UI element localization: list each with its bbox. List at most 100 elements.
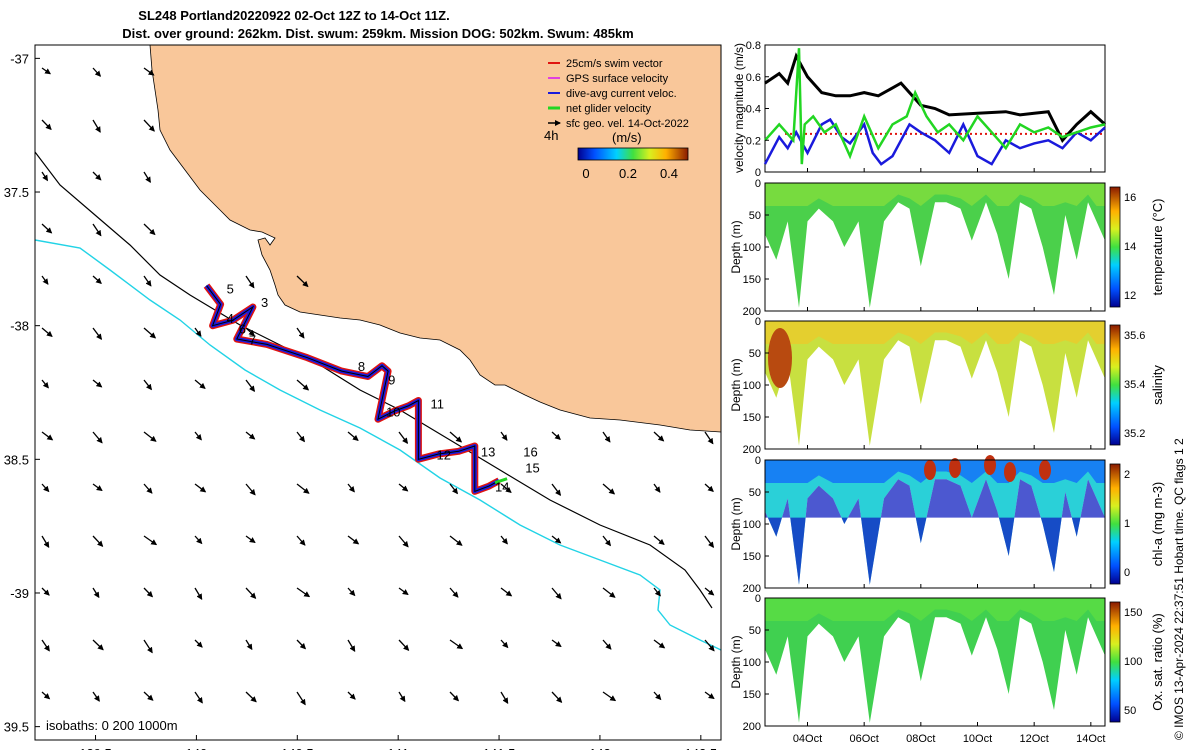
section-ytick-label: 200 [743,444,761,456]
velocity-arrow [704,691,715,700]
colorbar-label: salinity [1150,365,1165,405]
track-day-label: 4 [227,311,234,326]
colorbar-label: temperature (°C) [1150,199,1165,296]
velocity-series-line [764,52,1106,143]
velocity-arrow [41,691,51,700]
temperature-field [765,183,1105,308]
colorbar-tick-label: 16 [1124,192,1136,204]
credit-text: © IMOS 13-Apr-2024 22:37:51 Hobart time.… [1172,438,1186,740]
velocity-arrow [296,327,305,339]
velocity-ytick-label: 0.8 [746,40,761,52]
velocity-arrow [449,535,463,546]
track-day-label: 14 [495,479,509,494]
net-velocity-mark [494,477,508,485]
velocity-arrow [92,535,104,547]
section-chl-a: 0 50 100 150 200 Depth (m) 2 1 0 chl-a (mg m-3) [729,455,1165,595]
section-ytick-label: 200 [743,721,761,733]
legend-label-dive: dive-avg current veloc. [566,88,677,100]
velocity-panel: 0 0.2 0.4 0.6 0.8 velocity magnitude (m/s) [732,40,1106,179]
velocity-arrow [143,275,152,287]
track-day-label: 16 [523,445,537,460]
colorbar-tick-label: 100 [1124,656,1142,668]
velocity-arrow [194,379,206,389]
figure-title-line1: SL248 Portland20220922 02-Oct 12Z to 14-… [138,8,449,23]
chl-max-patch [924,460,936,480]
section-ytick-label: 150 [743,551,761,563]
section-ylabel: Depth (m) [729,635,743,688]
velocity-ylabel: velocity magnitude (m/s) [732,43,746,173]
velocity-arrow [245,587,257,599]
velocity-arrow [551,535,562,544]
velocity-arrow [41,119,52,131]
velocity-arrow [449,431,463,443]
colorbar-title: (m/s) [612,130,642,145]
figure-title-line2: Dist. over ground: 262km. Dist. swum: 25… [122,26,634,41]
velocity-arrow [194,431,202,441]
velocity-arrow [296,587,311,598]
velocity-arrow [246,744,252,750]
section-ytick-label: 200 [743,583,761,595]
velocity-arrow [92,639,104,651]
colorbar-tick-0: 0 [582,166,589,181]
velocity-arrow [296,639,307,650]
velocity-series [763,48,1106,166]
section-xtick-label: 12Oct [1019,733,1048,745]
velocity-arrow [41,587,50,596]
map-legend: 25cm/s swim vector GPS surface velocity … [544,58,689,181]
velocity-ytick-label: 0.4 [746,104,761,116]
track-day-label: 10 [386,405,400,420]
velocity-arrow [347,483,355,493]
velocity-arrow [143,67,155,76]
velocity-arrow [347,535,360,545]
velocity-arrow [245,483,256,496]
velocity-arrow [41,431,54,441]
chl-max-patch [949,458,961,478]
velocity-arrow [194,587,203,601]
section-ytick-label: 0 [755,593,761,605]
velocity-arrow [449,639,464,650]
velocity-arrow [602,691,617,702]
section-xtick-label: 14Oct [1076,733,1105,745]
velocity-arrow [347,431,359,441]
velocity-arrow [551,483,562,496]
velocity-arrow [92,431,103,444]
section-ytick-label: 150 [743,689,761,701]
track-day-label: 13 [481,445,495,460]
section-ytick-label: 50 [749,348,761,360]
section-ylabel: Depth (m) [729,358,743,411]
section-ytick-label: 0 [755,316,761,328]
velocity-arrow [92,67,102,77]
velocity-ytick-label: 0 [755,167,761,179]
velocity-arrow [653,535,665,545]
map-xtick-label: 142 [589,746,611,750]
velocity-arrow [653,639,666,649]
velocity-arrow [296,483,310,494]
velocity-arrow [92,223,102,237]
section-ytick-label: 100 [743,519,761,531]
velocity-arrow [347,639,356,653]
velocity-arrow [704,587,715,596]
velocity-arrow [296,535,306,546]
salinity-field [765,321,1105,446]
section-colorbar [1109,324,1121,446]
velocity-arrow [41,171,48,182]
map-xtick-label: 142.5 [685,746,718,750]
chl-max-patch [1004,462,1016,482]
section-temperature: 0 50 100 150 200 Depth (m) 16 14 12 temperature (… [729,178,1165,318]
legend-label-net: net glider velocity [566,103,651,115]
velocity-arrow [92,171,102,181]
velocity-arrow [551,691,563,703]
section-ytick-label: 50 [749,625,761,637]
salinity-high-patch [768,328,792,388]
section-x-axis: 04Oct 06Oct 08Oct 10Oct 12Oct 14Oct [793,733,1106,745]
legend-label-swim: 25cm/s swim vector [566,58,663,70]
velocity-arrow [194,535,203,545]
velocity-arrow [500,639,509,649]
section-xtick-label: 08Oct [906,733,935,745]
track-day-label: 8 [358,359,365,374]
velocity-arrow [500,691,509,705]
velocity-arrow [92,483,103,492]
velocity-arrow [143,587,154,598]
velocity-arrow [92,587,100,599]
section-ytick-label: 50 [749,210,761,222]
